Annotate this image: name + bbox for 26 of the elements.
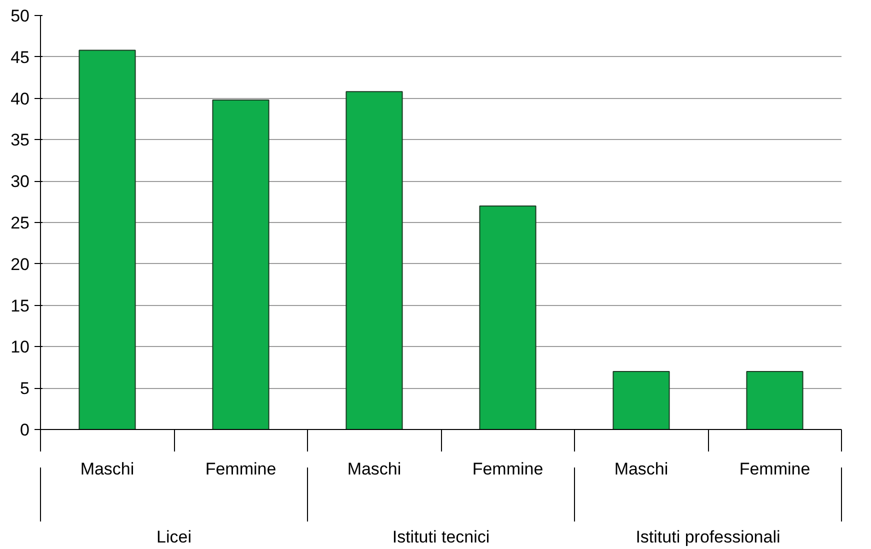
text: Istituti professionali: [636, 528, 780, 546]
y-tick-label: 0: [20, 420, 30, 440]
x-tick-label: Femmine: [205, 460, 276, 478]
x-tick-label: Maschi: [614, 460, 668, 478]
bar: [746, 371, 804, 430]
bar: [78, 50, 136, 430]
y-tick-label: 30: [10, 172, 30, 192]
y-tick-label: 10: [10, 338, 30, 357]
y-tick-label: 40: [10, 89, 30, 108]
y-tick-label: 15: [10, 296, 30, 316]
x-tick-label: Femmine: [472, 460, 544, 478]
y-tick-label: 20: [10, 254, 30, 274]
text: Istituti tecnici: [392, 528, 490, 546]
y-tick-label: 45: [10, 48, 30, 67]
bar: [612, 371, 670, 430]
y-tick-label: 25: [10, 214, 30, 232]
text: Licei: [156, 528, 192, 546]
y-tick-label: 35: [10, 130, 30, 150]
bar: [346, 91, 403, 430]
bar: [479, 205, 536, 430]
bar: [212, 99, 270, 430]
x-tick-label: Maschi: [347, 460, 402, 478]
y-tick-label: 5: [20, 379, 30, 398]
x-tick-label: Maschi: [80, 460, 134, 478]
x-tick-label: Femmine: [739, 460, 810, 478]
y-tick-label: 50: [10, 6, 30, 26]
